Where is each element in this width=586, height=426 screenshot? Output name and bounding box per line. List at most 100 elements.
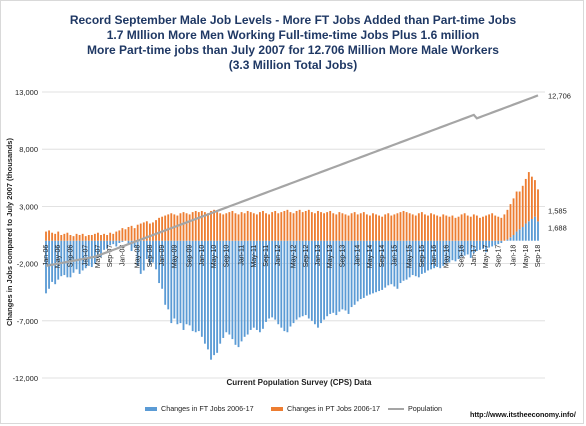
bar-pt <box>93 233 96 241</box>
bar-ft <box>378 240 381 292</box>
source-url[interactable]: http://www.itstheeconomy.info/ <box>470 410 576 419</box>
bar-pt <box>167 214 170 241</box>
legend-label-pt: Changes in PT Jobs 2006-17 <box>287 404 380 413</box>
bar-ft <box>246 240 249 335</box>
bar-pt <box>203 212 206 241</box>
bar-pt <box>185 213 188 241</box>
x-tick-label: Sep-06 <box>67 245 74 268</box>
bar-ft <box>118 240 121 244</box>
bar-ft <box>112 240 115 245</box>
bar-pt <box>338 212 341 241</box>
bar-ft <box>280 240 283 328</box>
bar-pt <box>100 235 102 241</box>
bar-ft <box>240 240 243 342</box>
bar-ft <box>460 240 463 257</box>
bar-ft <box>103 240 105 250</box>
bar-pt <box>78 235 81 241</box>
bar-ft <box>268 240 270 319</box>
bar-ft <box>72 240 75 273</box>
bar-ft <box>433 240 436 269</box>
bar-ft <box>75 240 78 270</box>
population-end-label: 12,706 <box>548 91 571 100</box>
bar-pt <box>396 213 399 241</box>
bar-ft <box>414 240 417 277</box>
bar-ft <box>298 240 301 318</box>
bar-ft <box>350 240 353 308</box>
bar-ft <box>252 240 255 328</box>
bar-pt <box>402 210 405 241</box>
bar-ft <box>427 240 429 271</box>
bar-ft <box>258 240 261 333</box>
x-tick-label: May-13 <box>327 245 334 268</box>
bar-pt <box>81 233 84 241</box>
bar-ft <box>326 240 329 317</box>
bar-pt <box>488 214 491 241</box>
bar-ft <box>161 240 164 289</box>
bar-pt <box>161 216 164 241</box>
bar-pt <box>503 214 506 241</box>
bar-ft <box>66 240 69 278</box>
bar-ft <box>390 240 393 285</box>
x-tick-label: May-18 <box>523 245 530 268</box>
x-tick-label: Jan-18 <box>511 245 518 267</box>
bar-ft <box>90 240 93 268</box>
legend-item-ft: Changes in FT Jobs 2006-17 <box>145 404 254 413</box>
bar-pt <box>515 191 518 232</box>
bar-ft <box>262 240 264 329</box>
ft-end-label: 1,688 <box>548 224 567 233</box>
x-tick-label: Sep-12 <box>303 245 310 268</box>
bar-ft <box>228 240 231 335</box>
bar-pt <box>506 209 509 240</box>
bar-ft <box>335 240 338 316</box>
bar-ft <box>200 240 203 337</box>
bar-pt <box>314 213 316 241</box>
bar-pt <box>182 212 185 241</box>
bar-ft <box>436 240 439 268</box>
bar-ft <box>158 240 160 284</box>
bar-pt <box>451 215 454 241</box>
bar-ft <box>310 240 313 321</box>
bar-ft <box>399 240 402 284</box>
bar-pt <box>60 235 63 241</box>
legend-swatch-population <box>388 407 404 410</box>
bar-pt <box>277 213 280 241</box>
bar-pt <box>225 213 228 241</box>
x-tick-label: Jan-15 <box>391 245 398 267</box>
y-tick-label: 13,000 <box>15 88 38 97</box>
bar-pt <box>317 210 319 241</box>
bar-pt <box>372 213 374 241</box>
bar-pt <box>298 209 301 241</box>
bar-pt <box>103 233 105 241</box>
bar-pt <box>460 214 463 241</box>
bar-pt <box>48 230 50 241</box>
bar-ft <box>127 240 130 245</box>
bar-ft <box>249 240 252 330</box>
bar-ft <box>100 240 102 257</box>
bar-ft <box>277 240 280 325</box>
bar-ft <box>488 240 491 248</box>
bar-pt <box>258 212 261 241</box>
bar-ft <box>405 240 408 280</box>
bar-pt <box>350 213 353 241</box>
bar-pt <box>216 212 219 241</box>
bar-ft <box>442 240 445 266</box>
bar-ft <box>524 223 527 241</box>
bar-ft <box>289 240 292 327</box>
x-tick-label: Sep-15 <box>419 245 426 268</box>
bar-pt <box>332 213 335 241</box>
bar-ft <box>317 240 319 328</box>
x-tick-label: Jan-07 <box>83 245 90 267</box>
bar-pt <box>219 213 222 241</box>
bar-pt <box>439 216 442 241</box>
bar-pt <box>417 213 420 241</box>
bar-ft <box>439 240 442 269</box>
bar-ft <box>255 240 258 330</box>
population-line <box>45 94 539 267</box>
bar-ft <box>81 240 84 271</box>
bar-pt <box>384 214 387 241</box>
bar-pt <box>271 212 274 241</box>
bar-pt <box>537 189 539 222</box>
bar-ft <box>170 240 173 324</box>
bar-ft <box>197 240 200 332</box>
